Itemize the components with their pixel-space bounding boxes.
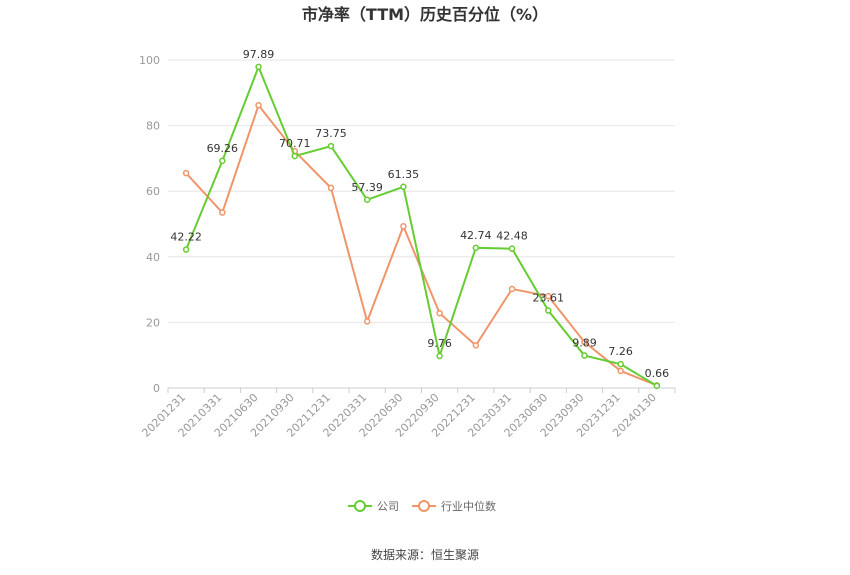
data-label: 23.61: [533, 292, 565, 305]
data-point[interactable]: [508, 285, 516, 293]
legend-marker: [354, 500, 366, 512]
y-tick-label: 20: [146, 316, 160, 329]
source-note: 数据来源：恒生聚源: [371, 547, 479, 562]
series-company: 42.22 69.26 97.89 70.71 73.75 57.39 61.35 9.76 4…: [170, 48, 670, 390]
legend-marker: [418, 500, 430, 512]
data-point[interactable]: [327, 142, 335, 150]
data-point[interactable]: [400, 183, 407, 191]
data-point[interactable]: [363, 318, 371, 325]
data-point[interactable]: [219, 209, 226, 216]
y-axis: 0 20 40 60 80 100: [139, 54, 160, 395]
data-label: 70.71: [279, 137, 311, 150]
y-tick-label: 0: [153, 382, 160, 395]
data-point[interactable]: [327, 184, 335, 192]
data-label: 42.48: [496, 230, 528, 243]
y-tick-label: 60: [146, 185, 160, 198]
data-point[interactable]: [653, 382, 661, 390]
data-point[interactable]: [472, 342, 480, 349]
data-label: 0.66: [645, 367, 670, 380]
data-label: 57.39: [351, 181, 383, 194]
data-point[interactable]: [182, 169, 190, 177]
y-tick-label: 100: [139, 54, 160, 67]
chart-title: 市净率（TTM）历史百分位（%）: [302, 5, 548, 24]
legend[interactable]: 公司 行业中位数: [348, 499, 496, 513]
legend-label: 行业中位数: [441, 499, 496, 513]
data-label: 69.26: [207, 142, 239, 155]
data-point[interactable]: [255, 102, 262, 109]
data-point[interactable]: [255, 63, 262, 71]
data-point[interactable]: [363, 196, 371, 204]
y-tick-label: 80: [146, 120, 160, 133]
data-point[interactable]: [545, 292, 552, 300]
data-point[interactable]: [581, 338, 588, 346]
grid: [168, 59, 675, 389]
data-label: 42.22: [170, 231, 202, 244]
series-line: [185, 64, 658, 387]
data-label: 61.35: [388, 168, 420, 181]
legend-item-industry-median[interactable]: 行业中位数: [412, 499, 496, 513]
y-tick-label: 40: [146, 251, 160, 264]
data-point[interactable]: [291, 152, 298, 160]
data-label: 9.76: [427, 337, 452, 350]
data-label: 7.26: [608, 345, 633, 358]
data-point[interactable]: [617, 367, 624, 375]
legend-item-company[interactable]: 公司: [348, 500, 399, 513]
data-point[interactable]: [400, 223, 407, 230]
data-label: 97.89: [243, 48, 275, 61]
data-label: 42.74: [460, 229, 492, 242]
data-point[interactable]: [508, 245, 516, 252]
data-label: 9.89: [572, 337, 597, 350]
data-point[interactable]: [182, 246, 190, 253]
data-point[interactable]: [581, 352, 588, 359]
series-layer: 42.22 69.26 97.89 70.71 73.75 57.39 61.35 9.76 4…: [170, 48, 670, 390]
data-point[interactable]: [545, 307, 552, 314]
data-point[interactable]: [219, 157, 226, 165]
legend-label: 公司: [377, 500, 399, 513]
data-point[interactable]: [617, 360, 624, 368]
data-point[interactable]: [472, 244, 480, 252]
x-axis: 2020123120210331202106302021093020211231…: [139, 388, 676, 440]
data-point[interactable]: [436, 309, 443, 317]
data-point[interactable]: [436, 352, 443, 360]
data-label: 73.75: [315, 127, 347, 140]
